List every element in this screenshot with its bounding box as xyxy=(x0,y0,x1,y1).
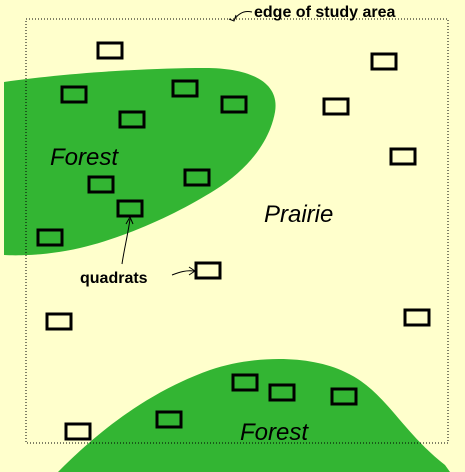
edge-of-study-area-label: edge of study area xyxy=(254,4,395,21)
quadrat xyxy=(60,85,88,104)
quadrats-arrow-right-icon xyxy=(171,270,195,276)
quadrat xyxy=(389,147,417,166)
quadrat xyxy=(96,41,124,60)
quadrats-arrow-up-icon xyxy=(121,218,131,265)
prairie-label: Prairie xyxy=(264,201,333,228)
quadrat xyxy=(118,110,146,129)
quadrat xyxy=(64,422,92,441)
quadrat xyxy=(36,228,64,247)
forest-patch-top xyxy=(4,68,276,256)
quadrats-arrowhead-right-icon xyxy=(188,266,196,276)
edge-arrowhead-icon xyxy=(228,14,237,22)
quadrat xyxy=(403,308,431,327)
quadrat xyxy=(322,97,350,116)
quadrat xyxy=(231,373,259,392)
forest-patch-bottom xyxy=(58,358,450,472)
quadrat xyxy=(268,383,296,402)
quadrat xyxy=(194,261,222,280)
annotation-arrows xyxy=(121,11,253,276)
study-area-boundary xyxy=(25,18,449,444)
quadrat xyxy=(171,79,199,98)
quadrat xyxy=(370,52,398,71)
quadrat xyxy=(45,312,73,331)
quadrat xyxy=(87,175,115,194)
quadrats-group xyxy=(36,41,431,441)
quadrat xyxy=(330,387,358,406)
quadrats-arrowhead-up-icon xyxy=(125,215,134,225)
quadrats-label: quadrats xyxy=(80,270,148,287)
forest-top-label: Forest xyxy=(50,144,119,171)
quadrat xyxy=(183,168,211,187)
quadrat xyxy=(220,95,248,114)
forest-bottom-label: Forest xyxy=(240,419,309,446)
quadrat xyxy=(155,410,183,429)
